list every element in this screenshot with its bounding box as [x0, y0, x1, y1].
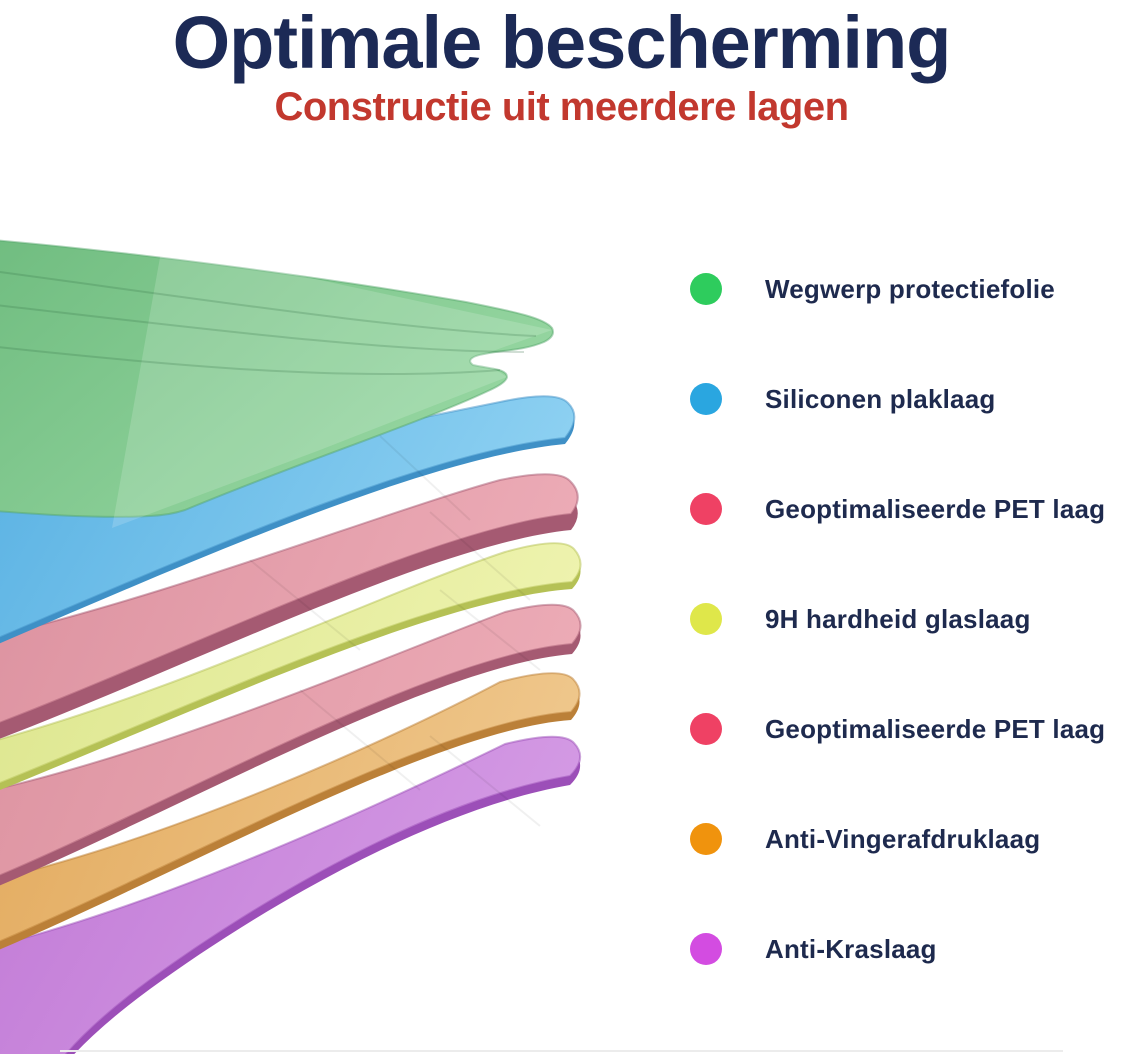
film-fold-lines	[0, 271, 537, 376]
layer-9h-hardheid-glaslaag	[0, 542, 582, 790]
legend-item-anti-vingerafdruklaag: Anti-Vingerafdruklaag	[690, 819, 1105, 859]
legend-item-geoptimaliseerde-pet-laag-2: Geoptimaliseerde PET laag	[690, 709, 1105, 749]
legend-item-9h-hardheid-glaslaag: 9H hardheid glaslaag	[690, 599, 1105, 639]
sheet-seam-lines	[249, 435, 541, 827]
blue-dot-icon	[690, 383, 722, 415]
page-subtitle: Constructie uit meerdere lagen	[274, 84, 849, 129]
yellow-dot-icon	[690, 603, 722, 635]
legend-item-siliconen-plaklaag: Siliconen plaklaag	[690, 379, 1105, 419]
legend-item-wegwerp-protectiefolie: Wegwerp protectiefolie	[690, 269, 1105, 309]
layer-geoptimaliseerde-pet-laag-1	[0, 473, 579, 739]
legend-label: Anti-Vingerafdruklaag	[765, 823, 1041, 854]
legend-label: Geoptimaliseerde PET laag	[765, 713, 1106, 744]
layer-legend: Wegwerp protectiefolie Siliconen plaklaa…	[690, 269, 1105, 969]
header: Optimale bescherming Constructie uit mee…	[0, 0, 1123, 129]
orange-dot-icon	[690, 823, 722, 855]
film-highlight	[112, 246, 552, 528]
magenta-dot-icon	[690, 933, 722, 965]
red-dot-icon	[690, 493, 722, 525]
legend-label: Geoptimaliseerde PET laag	[765, 493, 1106, 524]
layer-anti-vingerafdruklaag	[0, 672, 581, 950]
legend-item-anti-kraslaag: Anti-Kraslaag	[690, 929, 1105, 969]
legend-label: Wegwerp protectiefolie	[765, 273, 1055, 304]
bottom-divider	[60, 1050, 1063, 1052]
legend-label: Anti-Kraslaag	[765, 933, 937, 964]
layer-geoptimaliseerde-pet-laag-2	[0, 603, 582, 886]
layer-anti-kraslaag	[0, 735, 581, 1054]
legend-label: Siliconen plaklaag	[765, 383, 996, 414]
legend-item-geoptimaliseerde-pet-laag-1: Geoptimaliseerde PET laag	[690, 489, 1105, 529]
green-dot-icon	[690, 273, 722, 305]
page-title: Optimale bescherming	[172, 1, 952, 84]
legend-label: 9H hardheid glaslaag	[765, 603, 1031, 634]
red-dot-icon	[690, 713, 722, 745]
layer-wegwerp-protectiefolie	[0, 239, 554, 528]
